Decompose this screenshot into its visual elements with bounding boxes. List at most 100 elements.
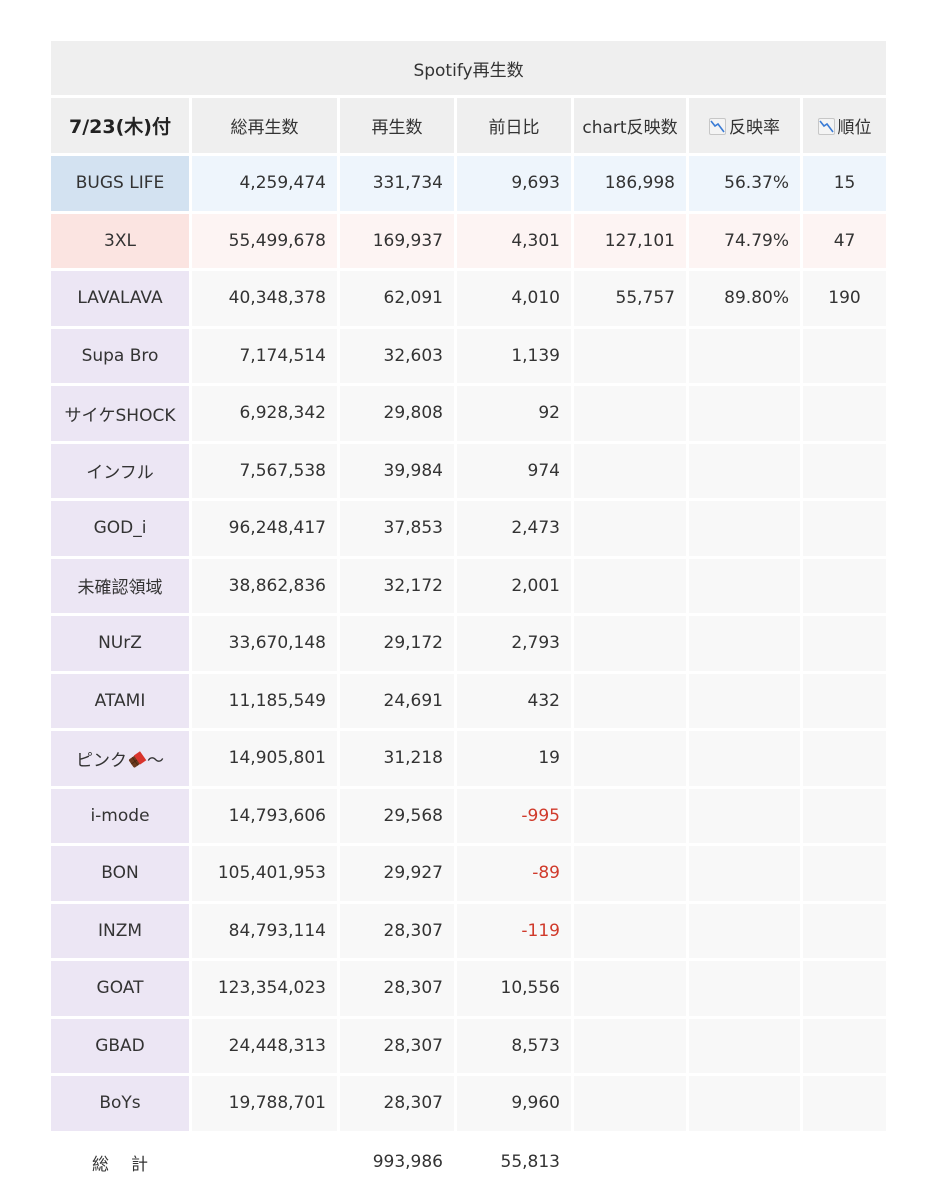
- cell-chart-count: [574, 1076, 686, 1131]
- cell-diff: 2,473: [457, 501, 571, 556]
- cell-plays: 29,172: [340, 616, 454, 671]
- cell-plays: 37,853: [340, 501, 454, 556]
- table-row: ATAMI 11,185,549 24,691 432: [51, 673, 887, 728]
- cell-chart-count: [574, 501, 686, 556]
- song-name-text: 未確認領域: [77, 578, 163, 599]
- table-row: i-mode 14,793,606 29,568 -995: [51, 788, 887, 843]
- cell-song-name: GBAD: [51, 1018, 189, 1073]
- cell-rate: [689, 903, 800, 958]
- song-name-text: GBAD: [95, 1035, 145, 1056]
- table-row: LAVALAVA 40,348,378 62,091 4,010 55,757 89.80…: [51, 271, 887, 326]
- cell-total-plays: 14,905,801: [192, 731, 337, 786]
- cell-diff: 92: [457, 386, 571, 441]
- cell-rank: [803, 731, 887, 786]
- cell-plays: 28,307: [340, 1018, 454, 1073]
- cell-total-plays: 4,259,474: [192, 156, 337, 211]
- cell-song-name: BUGS LIFE: [51, 156, 189, 211]
- cell-total-plays: 6,928,342: [192, 386, 337, 441]
- song-name-text: i-mode: [90, 805, 150, 826]
- song-name-text: BUGS LIFE: [75, 173, 165, 194]
- cell-total-plays: 7,174,514: [192, 328, 337, 383]
- cell-chart-count: [574, 1018, 686, 1073]
- song-name-text: LAVALAVA: [77, 288, 163, 309]
- cell-diff: -89: [457, 846, 571, 901]
- table-row: NUrZ 33,670,148 29,172 2,793: [51, 616, 887, 671]
- song-name-text: GOAT: [96, 978, 144, 999]
- cell-total-plays: 38,862,836: [192, 558, 337, 613]
- cell-plays: 29,568: [340, 788, 454, 843]
- song-name-text: NUrZ: [98, 633, 142, 654]
- cell-total-plays: 24,448,313: [192, 1018, 337, 1073]
- song-name-text: 3XL: [104, 230, 136, 251]
- cell-total-plays: 14,793,606: [192, 788, 337, 843]
- cell-rank: [803, 558, 887, 613]
- cell-plays: 28,307: [340, 903, 454, 958]
- totals-empty-cell: [803, 1133, 887, 1191]
- song-name-text: BoYs: [99, 1093, 141, 1114]
- cell-diff: -119: [457, 903, 571, 958]
- cell-rank: [803, 673, 887, 728]
- cell-plays: 331,734: [340, 156, 454, 211]
- cell-diff: 2,793: [457, 616, 571, 671]
- cell-total-plays: 105,401,953: [192, 846, 337, 901]
- spotify-plays-table: Spotify再生数 7/23(木)付 総再生数 再生数 前日比 chart反映…: [48, 38, 889, 1194]
- cell-plays: 28,307: [340, 1076, 454, 1131]
- cell-rate: [689, 673, 800, 728]
- cell-chart-count: 127,101: [574, 213, 686, 268]
- cell-rank: 15: [803, 156, 887, 211]
- column-header-rank-label: 順位: [837, 118, 872, 138]
- cell-chart-count: [574, 788, 686, 843]
- totals-label: 総計: [51, 1133, 189, 1191]
- cell-song-name: INZM: [51, 903, 189, 958]
- table-row: BUGS LIFE 4,259,474 331,734 9,693 186,998 56.…: [51, 156, 887, 211]
- cell-chart-count: [574, 846, 686, 901]
- cell-diff: 9,693: [457, 156, 571, 211]
- cell-diff: -995: [457, 788, 571, 843]
- cell-plays: 32,172: [340, 558, 454, 613]
- cell-song-name: BoYs: [51, 1076, 189, 1131]
- cell-plays: 169,937: [340, 213, 454, 268]
- cell-total-plays: 96,248,417: [192, 501, 337, 556]
- cell-rank: [803, 501, 887, 556]
- cell-song-name: BON: [51, 846, 189, 901]
- cell-chart-count: [574, 443, 686, 498]
- date-header: 7/23(木)付: [51, 98, 189, 153]
- song-name-suffix: 〜: [147, 750, 164, 771]
- cell-chart-count: [574, 616, 686, 671]
- chart-decreasing-icon: [817, 118, 835, 135]
- table-title: Spotify再生数: [51, 41, 887, 95]
- song-name-text: ATAMI: [94, 690, 146, 711]
- cell-rank: [803, 961, 887, 1016]
- cell-total-plays: 55,499,678: [192, 213, 337, 268]
- cell-diff: 4,010: [457, 271, 571, 326]
- song-name-text: BON: [101, 863, 139, 884]
- cell-diff: 8,573: [457, 1018, 571, 1073]
- cell-plays: 29,808: [340, 386, 454, 441]
- chocolate-bar-icon: [127, 750, 147, 769]
- song-name-text: サイケSHOCK: [64, 405, 176, 426]
- cell-rate: [689, 558, 800, 613]
- cell-plays: 39,984: [340, 443, 454, 498]
- cell-rank: [803, 788, 887, 843]
- column-header-total: 総再生数: [192, 98, 337, 153]
- cell-song-name: GOAT: [51, 961, 189, 1016]
- cell-plays: 28,307: [340, 961, 454, 1016]
- cell-diff: 19: [457, 731, 571, 786]
- cell-rate: [689, 788, 800, 843]
- cell-plays: 62,091: [340, 271, 454, 326]
- totals-empty-cell: [689, 1133, 800, 1191]
- cell-chart-count: [574, 673, 686, 728]
- cell-plays: 29,927: [340, 846, 454, 901]
- cell-rank: [803, 1018, 887, 1073]
- cell-rate: 74.79%: [689, 213, 800, 268]
- cell-rank: 190: [803, 271, 887, 326]
- cell-rank: [803, 386, 887, 441]
- song-name-text: インフル: [86, 463, 154, 484]
- column-header-rate: 反映率: [689, 98, 800, 153]
- cell-plays: 32,603: [340, 328, 454, 383]
- table-row: GBAD 24,448,313 28,307 8,573: [51, 1018, 887, 1073]
- column-header-diff: 前日比: [457, 98, 571, 153]
- cell-rate: [689, 961, 800, 1016]
- cell-diff: 9,960: [457, 1076, 571, 1131]
- cell-song-name: サイケSHOCK: [51, 386, 189, 441]
